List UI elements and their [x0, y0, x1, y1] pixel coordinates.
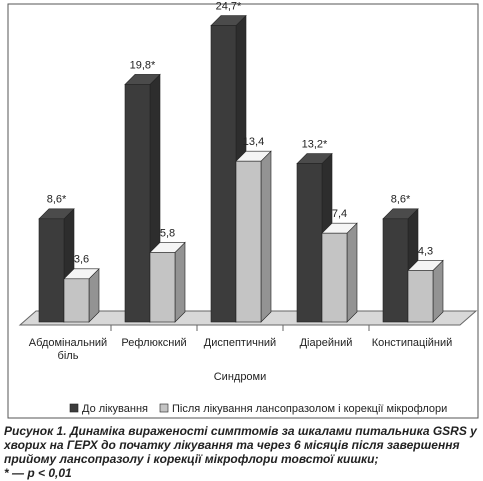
bar: [38, 218, 65, 323]
bar: [296, 163, 323, 323]
value-label: 8,6*: [47, 194, 67, 206]
bar: [321, 232, 348, 323]
legend-swatch: [69, 403, 79, 413]
value-label: 19,8*: [130, 59, 156, 71]
bar: [63, 278, 90, 323]
bar: [382, 218, 409, 323]
chart: Синдроми 8,6* 19,8* 24,7* 13,2* 8,6* 3,6 5,8 13…: [7, 1, 479, 419]
bar: [407, 270, 434, 323]
footnote: * — p < 0,01: [4, 466, 72, 480]
bar-side: [260, 150, 272, 323]
bar: [149, 252, 176, 323]
bar-side: [346, 222, 358, 323]
caption: Рисунок 1. Динаміка вираженості симптомі…: [4, 424, 480, 480]
value-label: 3,6: [74, 254, 89, 266]
legend-swatch: [159, 403, 169, 413]
value-label: 5,8: [160, 227, 175, 239]
value-label: 7,4: [332, 208, 347, 220]
legend-label: Після лікування лансопразолом і корекції…: [172, 403, 447, 415]
bar: [210, 25, 237, 323]
x-tick-label: Діарейний: [299, 337, 353, 349]
value-label: 13,4: [243, 136, 264, 148]
bar-side: [174, 241, 186, 323]
x-axis-title: Синдроми: [214, 371, 267, 383]
value-label: 8,6*: [391, 194, 411, 206]
value-label: 4,3: [418, 245, 433, 257]
x-tick-label: Рефлюксний: [121, 337, 187, 349]
bar: [235, 160, 262, 323]
value-label: 24,7*: [216, 1, 242, 13]
chart-border: [7, 3, 479, 419]
x-tick-label: Констипаційний: [371, 337, 453, 349]
bar: [124, 84, 151, 323]
x-tick-label: Диспептичний: [203, 337, 277, 349]
value-label: 13,2*: [302, 139, 328, 151]
x-tick-label: Абдомінальний біль: [28, 337, 108, 362]
legend-label: До лікування: [82, 403, 148, 415]
bar-side: [432, 259, 444, 323]
caption-text: Рисунок 1. Динаміка вираженості симптомі…: [4, 424, 477, 466]
